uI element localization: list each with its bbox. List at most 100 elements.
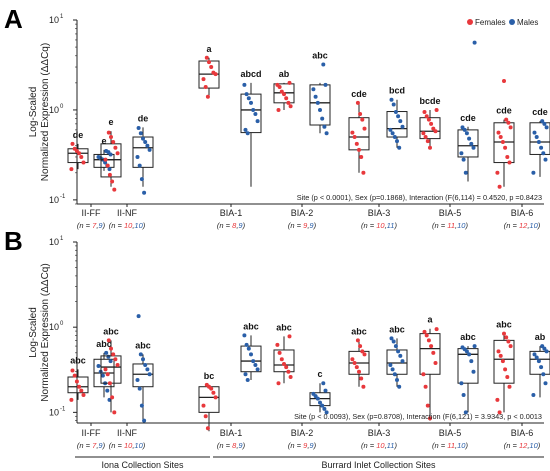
y-tick-exponent: 0 (60, 321, 64, 327)
data-point (354, 141, 359, 146)
data-point (390, 131, 395, 136)
data-point (422, 109, 427, 114)
data-point (540, 344, 545, 349)
significance-letter: abc (103, 326, 119, 336)
y-tick-exponent: 0 (60, 104, 64, 110)
data-point (503, 367, 508, 372)
data-point (141, 357, 145, 362)
data-point (503, 145, 508, 150)
box-iqr (273, 349, 295, 373)
data-point (112, 410, 117, 415)
data-point (315, 100, 320, 105)
category-label: BIA-3 (368, 428, 391, 438)
data-point (534, 355, 539, 360)
data-point (135, 154, 140, 159)
data-point (472, 40, 477, 45)
data-point (469, 141, 474, 146)
data-point (471, 369, 476, 374)
data-point (287, 80, 292, 85)
data-point (461, 392, 466, 397)
panel-label: A (4, 4, 23, 34)
data-point (103, 157, 108, 162)
box-iqr (67, 148, 89, 164)
data-point (536, 140, 541, 145)
data-point (463, 170, 468, 175)
legend-label-male: Males (517, 18, 538, 27)
box-iqr (100, 143, 122, 178)
box-female: cde (493, 78, 515, 189)
data-point (392, 135, 397, 140)
data-point (505, 154, 510, 159)
data-point (249, 352, 253, 357)
data-point (362, 126, 367, 131)
sample-size-label: (n = 8,9) (217, 441, 246, 450)
data-point (426, 117, 431, 122)
data-point (277, 350, 282, 355)
data-point (111, 352, 116, 357)
box-male: ab (529, 332, 550, 398)
data-point (352, 360, 357, 365)
data-point (388, 362, 393, 367)
y-tick-label: 10 (49, 105, 59, 115)
data-point (139, 177, 144, 182)
box-male: abc (309, 51, 331, 136)
data-point (497, 410, 502, 415)
box-iqr (493, 122, 515, 164)
data-point (279, 89, 284, 94)
box-iqr (132, 363, 154, 388)
data-point (504, 335, 509, 340)
data-point (498, 135, 503, 140)
data-point (251, 107, 256, 112)
y-axis-title-line2: Normalized Expression (ΔΔCq) (40, 43, 51, 181)
box-iqr (457, 348, 479, 384)
significance-letter: ab (279, 69, 290, 79)
significance-letter: e (108, 117, 113, 127)
data-point (276, 381, 281, 386)
data-point (211, 390, 216, 395)
data-point (354, 365, 359, 370)
data-point (69, 167, 74, 172)
data-point (423, 135, 428, 140)
data-point (246, 96, 251, 101)
data-point (350, 357, 355, 362)
data-point (204, 382, 209, 387)
data-point (311, 87, 316, 92)
data-point (104, 148, 109, 153)
significance-letter: cde (532, 107, 548, 117)
significance-letter: abc (496, 320, 512, 330)
sample-size-label: (n = 12,10) (504, 221, 541, 230)
data-point (279, 357, 284, 362)
data-point (495, 397, 500, 402)
box-female: abc (273, 322, 295, 386)
data-point (532, 352, 537, 357)
data-point (243, 127, 248, 132)
data-point (136, 125, 141, 130)
data-point (357, 147, 361, 152)
data-point (422, 329, 427, 334)
data-point (355, 338, 360, 343)
box-female: abc (348, 326, 370, 389)
significance-letter: a (427, 315, 433, 325)
data-point (211, 70, 216, 75)
data-point (469, 359, 474, 364)
significance-letter: abc (460, 332, 476, 342)
box-iqr (493, 339, 515, 384)
category-label: BIA-1 (220, 208, 243, 218)
data-point (425, 139, 430, 144)
data-point (112, 187, 117, 192)
box-iqr (67, 376, 89, 394)
data-point (502, 331, 506, 336)
data-point (421, 131, 426, 136)
data-point (244, 342, 249, 347)
data-point (255, 367, 260, 372)
data-point (434, 107, 439, 112)
data-point (276, 107, 281, 112)
data-point (324, 410, 329, 415)
y-tick-exponent: 1 (60, 14, 64, 20)
data-point (245, 377, 250, 382)
data-point (507, 160, 512, 165)
data-point (142, 418, 147, 423)
data-point (360, 117, 365, 122)
